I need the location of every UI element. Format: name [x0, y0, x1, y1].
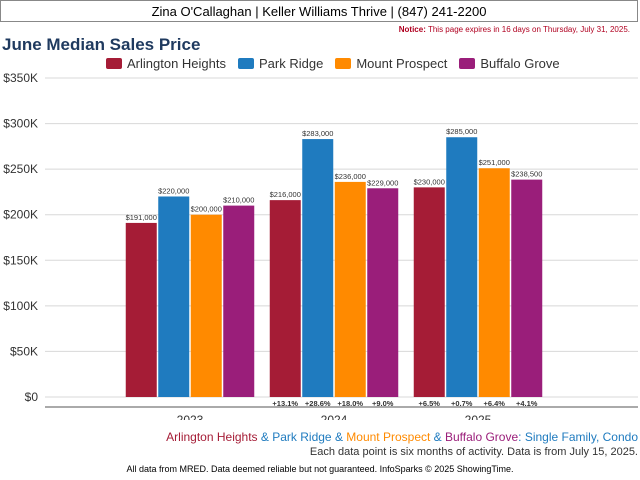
disclaimer: All data from MRED. Data deemed reliable… [126, 464, 514, 474]
notice-text: This page expires in 16 days on Thursday… [427, 25, 630, 34]
bar [190, 214, 222, 397]
y-tick-label: $0 [25, 390, 39, 404]
y-tick-label: $350K [3, 71, 38, 85]
bar [446, 137, 478, 397]
y-tick-label: $150K [3, 253, 38, 267]
legend-item: Arlington Heights [106, 56, 226, 71]
summary-area: Arlington Heights [166, 430, 258, 444]
x-tick-label: 2025 [465, 413, 492, 420]
bar [511, 179, 543, 397]
data-label: $210,000 [223, 196, 254, 205]
summary-sep: & [331, 430, 347, 444]
summary-sep: & [257, 430, 273, 444]
data-label: $200,000 [191, 205, 222, 214]
agent-header: Zina O'Callaghan | Keller Williams Thriv… [0, 0, 638, 22]
x-tick-label: 2024 [321, 413, 348, 420]
legend-label: Buffalo Grove [480, 56, 560, 71]
bar [367, 188, 399, 397]
change-label: +6.5% [419, 399, 441, 408]
data-label: $229,000 [367, 178, 398, 187]
summary-area: Park Ridge [272, 430, 332, 444]
agent-line: Zina O'Callaghan | Keller Williams Thriv… [151, 3, 487, 19]
data-label: $191,000 [126, 213, 157, 222]
data-label: $251,000 [479, 158, 510, 167]
legend-swatch [335, 58, 352, 69]
legend-swatch [106, 58, 122, 69]
summary-area: Mount Prospect [346, 430, 431, 444]
legend-swatch [459, 58, 476, 69]
chart-legend: Arlington Heights Park Ridge Mount Prospec… [106, 56, 560, 71]
legend-swatch [238, 58, 254, 69]
data-note: Each data point is six months of activit… [309, 446, 638, 458]
y-tick-label: $50K [10, 344, 38, 358]
data-label: $216,000 [270, 190, 301, 199]
data-label: $220,000 [158, 186, 189, 195]
y-tick-label: $200K [3, 208, 38, 222]
change-label: +6.4% [484, 399, 506, 408]
legend-item: Park Ridge [238, 56, 323, 71]
data-label: $236,000 [335, 172, 366, 181]
data-label: $230,000 [414, 177, 445, 186]
summary-area: Buffalo Grove [445, 430, 519, 444]
chart-title: June Median Sales Price [2, 35, 201, 54]
change-label: +28.6% [305, 399, 331, 408]
bar [223, 205, 255, 397]
change-label: +9.0% [372, 399, 394, 408]
legend-label: Park Ridge [259, 56, 324, 71]
bar [302, 139, 334, 397]
legend-item: Buffalo Grove [459, 56, 560, 71]
series-summary: Arlington Heights & Park Ridge & Mount P… [166, 430, 638, 444]
bar [413, 187, 445, 397]
legend-label: Arlington Heights [127, 56, 226, 71]
data-label: $283,000 [302, 129, 333, 138]
change-label: +13.1% [272, 399, 298, 408]
legend-label: Mount Prospect [356, 56, 448, 71]
summary-sep: & [430, 430, 445, 444]
legend-item: Mount Prospect [335, 56, 447, 71]
notice-label: Notice: [398, 25, 426, 34]
summary-suffix: : Single Family, Condo [518, 430, 638, 444]
x-tick-label: 2023 [177, 413, 204, 420]
change-label: +18.0% [337, 399, 363, 408]
bar [269, 200, 301, 397]
bar [125, 222, 157, 397]
y-tick-label: $100K [3, 299, 38, 313]
y-tick-label: $250K [3, 162, 38, 176]
bar [158, 196, 190, 397]
change-label: +0.7% [451, 399, 473, 408]
change-label: +4.1% [516, 399, 538, 408]
bar [334, 181, 366, 397]
data-label: $285,000 [446, 127, 477, 136]
y-tick-label: $300K [3, 117, 38, 131]
bar [478, 168, 510, 397]
expiry-notice: Notice: This page expires in 16 days on … [399, 25, 630, 34]
bar-chart: $0 $50K $100K $150K $200K $250K $300K $350K $191… [3, 71, 638, 420]
data-label: $238,500 [511, 170, 542, 179]
